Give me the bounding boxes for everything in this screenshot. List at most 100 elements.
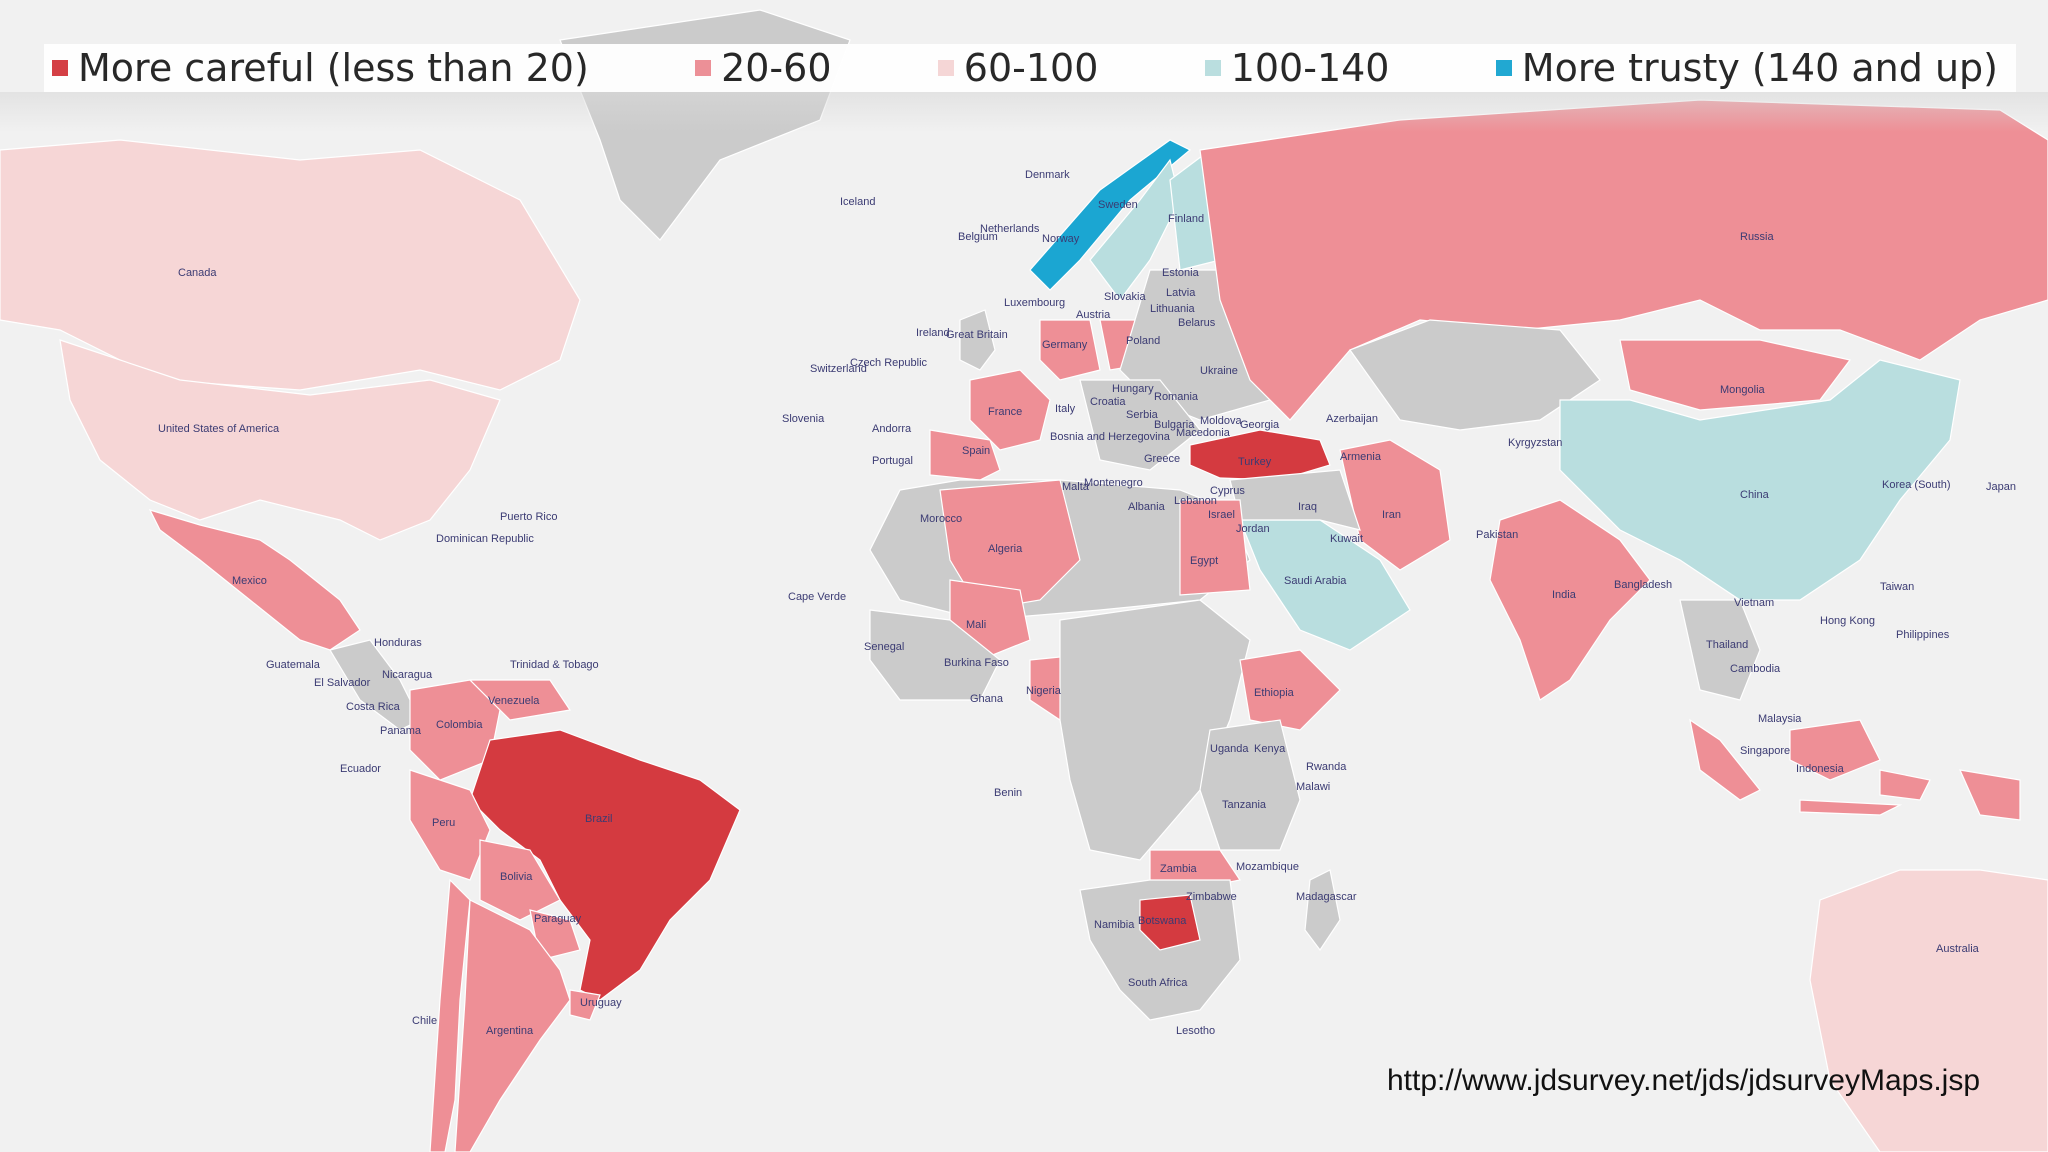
country-label: Taiwan [1880, 581, 1914, 593]
region-turkey [1189, 429, 1331, 481]
region-east-africa [1199, 719, 1301, 851]
country-label: Burkina Faso [944, 657, 1009, 669]
legend-label: More careful (less than 20) [78, 46, 589, 90]
legend-item-60-100: 60-100 [937, 46, 1099, 90]
region-bolivia [479, 839, 561, 921]
country-label: Mexico [232, 575, 267, 587]
legend-label: 60-100 [963, 46, 1099, 90]
country-label: Philippines [1896, 629, 1950, 641]
region-ethiopia [1239, 649, 1341, 731]
legend-item-20-60: 20-60 [695, 46, 832, 90]
country-label: Malaysia [1758, 713, 1802, 725]
legend-shadow [0, 92, 2048, 132]
country-label: Algeria [988, 543, 1023, 555]
country-label: Lesotho [1176, 1025, 1215, 1037]
country-label: Uganda [1210, 743, 1249, 755]
country-label: Ecuador [340, 763, 381, 775]
region-usa [59, 339, 501, 541]
country-label: Hong Kong [1820, 615, 1875, 627]
country-label: Andorra [872, 423, 912, 435]
source-url[interactable]: http://www.jdsurvey.net/jds/jdsurveyMaps… [1386, 1064, 1980, 1097]
country-label: Serbia [1126, 409, 1159, 421]
country-label: Peru [432, 817, 455, 829]
country-label: Panama [380, 725, 422, 737]
country-label: Pakistan [1476, 529, 1518, 541]
legend-label: 100-140 [1230, 46, 1390, 90]
country-label: Singapore [1740, 745, 1790, 757]
legend-label: 20-60 [721, 46, 832, 90]
country-label: Latvia [1166, 287, 1196, 299]
country-label: Mozambique [1236, 861, 1299, 873]
region-venezuela [468, 679, 572, 721]
country-label: Kyrgyzstan [1508, 437, 1562, 449]
region-india [1489, 499, 1651, 701]
country-label: Venezuela [488, 695, 540, 707]
legend-swatch [695, 60, 712, 76]
region-canada [0, 139, 581, 391]
country-label: Benin [994, 787, 1022, 799]
country-label: Tanzania [1222, 799, 1267, 811]
country-label: Croatia [1090, 396, 1126, 408]
country-label: Mongolia [1720, 384, 1766, 396]
country-label: Rwanda [1306, 761, 1347, 773]
region-uk [959, 309, 996, 371]
country-label: Costa Rica [346, 701, 401, 713]
country-label: Ukraine [1200, 365, 1238, 377]
country-label: Russia [1740, 231, 1775, 243]
region-france [969, 369, 1051, 451]
country-label: Egypt [1190, 555, 1218, 567]
region-spain [929, 429, 1001, 481]
region-germany [1039, 319, 1101, 381]
country-label: Portugal [872, 455, 913, 467]
country-label: Guatemala [266, 659, 321, 671]
country-label: Greece [1144, 453, 1180, 465]
country-label: Zimbabwe [1186, 891, 1237, 903]
country-label: Norway [1042, 233, 1080, 245]
country-label: United States of America [158, 423, 280, 435]
country-label: Ethiopia [1254, 687, 1295, 699]
country-label: Spain [962, 445, 990, 457]
country-label: Hungary [1112, 383, 1154, 395]
region-chile [429, 878, 471, 1152]
region-se-asia [1679, 599, 1761, 701]
country-label: Switzerland [810, 363, 867, 375]
legend-swatch [937, 60, 954, 76]
country-label: El Salvador [314, 677, 371, 689]
region-peru [409, 769, 491, 881]
country-label: Puerto Rico [500, 511, 557, 523]
country-label: Cyprus [1210, 485, 1245, 497]
country-label: Chile [412, 1015, 437, 1027]
country-label: China [1740, 489, 1770, 501]
country-label: Saudi Arabia [1284, 575, 1347, 587]
country-label: Georgia [1240, 419, 1280, 431]
country-label: Austria [1076, 309, 1111, 321]
country-label: Bolivia [500, 871, 533, 883]
country-label: Montenegro [1084, 477, 1143, 489]
country-label: Great Britain [946, 329, 1008, 341]
region-algeria [939, 479, 1081, 611]
country-label: Trinidad & Tobago [510, 659, 599, 671]
region-saudi [1239, 519, 1411, 651]
region-iran [1339, 439, 1451, 571]
country-label: Ghana [970, 693, 1004, 705]
country-label: Honduras [374, 637, 422, 649]
region-west-africa [869, 609, 1001, 701]
country-label: Mali [966, 619, 986, 631]
country-label: Finland [1168, 213, 1204, 225]
country-label: Belarus [1178, 317, 1216, 329]
country-label: Lithuania [1150, 303, 1196, 315]
region-egypt [1179, 499, 1251, 596]
country-label: Ireland [916, 327, 950, 339]
country-label: Israel [1208, 509, 1235, 521]
region-mongolia [1619, 339, 1852, 411]
country-label: Nigeria [1026, 685, 1062, 697]
country-label: Nicaragua [382, 669, 433, 681]
region-mexico [148, 509, 361, 651]
region-australia [1809, 869, 2048, 1152]
country-label: Luxembourg [1004, 297, 1065, 309]
region-argentina [454, 899, 571, 1152]
region-central-africa [1059, 599, 1251, 861]
country-label: Namibia [1094, 919, 1135, 931]
country-label: France [988, 406, 1022, 418]
country-label: Malawi [1296, 781, 1330, 793]
